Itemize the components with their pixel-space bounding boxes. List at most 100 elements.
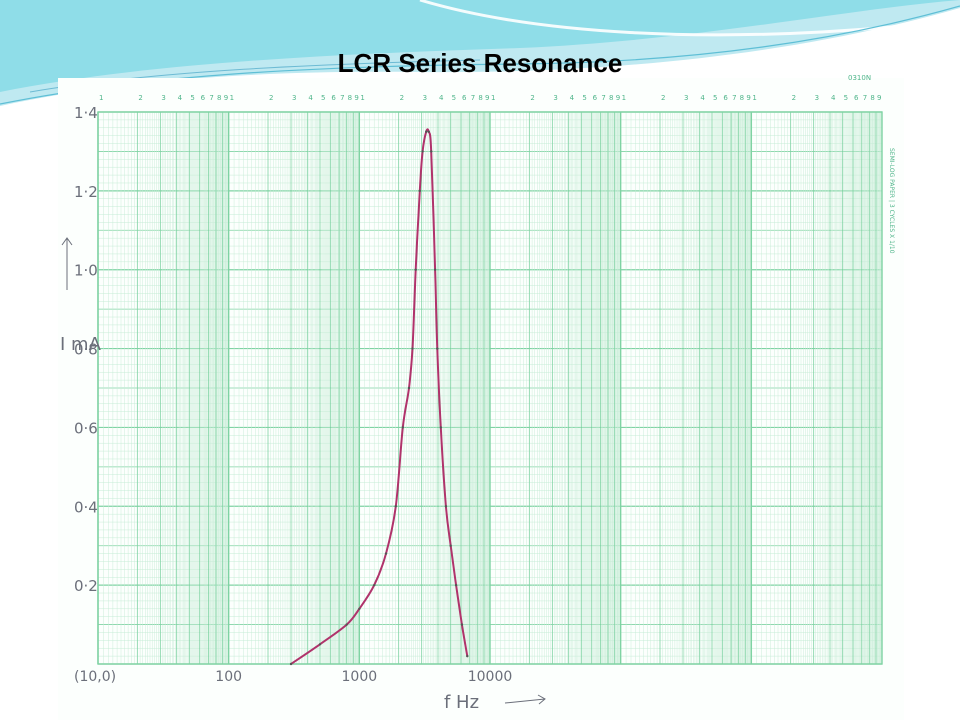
data-point	[433, 268, 437, 271]
cycle-label: 3	[423, 94, 427, 102]
y-tick-label: 0·6	[74, 419, 98, 437]
cycle-label: 4	[439, 94, 444, 102]
x-axis-arrow	[504, 698, 546, 704]
cycle-label: 2	[661, 94, 665, 102]
cycle-label: 9	[354, 94, 358, 102]
data-point	[444, 505, 448, 508]
cycle-label: 3	[292, 94, 296, 102]
data-point	[373, 583, 376, 587]
cycle-label: 1	[230, 94, 234, 102]
data-point	[358, 607, 361, 610]
cycle-label: 2	[400, 94, 404, 102]
data-point	[394, 505, 397, 508]
data-point	[466, 654, 469, 658]
data-point	[439, 426, 442, 429]
cycle-label: 7	[732, 94, 736, 102]
slide-title: LCR Series Resonance	[337, 48, 623, 78]
cycle-label: 2	[269, 94, 273, 102]
header-wave-front	[0, 0, 960, 92]
data-point	[401, 426, 404, 429]
data-point	[407, 386, 411, 390]
cycle-label: 8	[478, 94, 482, 102]
data-point	[345, 623, 348, 626]
cycle-label: 3	[815, 94, 819, 102]
cycle-label: 7	[340, 94, 344, 102]
cycle-label: 6	[331, 94, 336, 102]
cycle-label: 7	[471, 94, 475, 102]
graph-paper-grid	[97, 111, 883, 665]
x-tick-label: 100	[215, 669, 242, 685]
cycle-label: 6	[723, 94, 728, 102]
x-tick-label: 10000	[468, 669, 513, 685]
paper-corner-code: 0310N	[848, 74, 871, 82]
cycle-label: 1	[622, 94, 626, 102]
cycle-label: 5	[713, 94, 717, 102]
cycle-label: 4	[700, 94, 705, 102]
cycle-label: 1	[752, 94, 756, 102]
series-curve-group	[289, 128, 469, 666]
x-tick-label: 1000	[342, 669, 378, 685]
cycle-label: 9	[224, 94, 228, 102]
cycle-label: 3	[684, 94, 688, 102]
cycle-label: 1	[99, 94, 103, 102]
cycle-label: 8	[870, 94, 874, 102]
x-tick-labels: 100 1000 10000	[215, 669, 512, 685]
cycle-label: 5	[452, 94, 456, 102]
cycle-label: 5	[844, 94, 848, 102]
cycle-label: 6	[462, 94, 467, 102]
cycle-label: 9	[485, 94, 489, 102]
cycle-label: 8	[740, 94, 744, 102]
cycle-label: 1	[491, 94, 495, 102]
data-point	[414, 268, 417, 271]
data-point	[430, 150, 433, 153]
data-point	[418, 189, 421, 193]
cycle-label: 2	[530, 94, 534, 102]
data-point	[454, 583, 458, 587]
cycle-label: 8	[609, 94, 613, 102]
plot-frame	[97, 111, 883, 665]
y-tick-label: 0·4	[74, 498, 98, 516]
cycle-label: 3	[553, 94, 557, 102]
cycle-label: 4	[178, 94, 183, 102]
cycle-label: 7	[209, 94, 213, 102]
cycle-label: 8	[348, 94, 352, 102]
cycle-label: 4	[308, 94, 313, 102]
data-point	[421, 150, 424, 153]
data-point	[449, 544, 452, 547]
origin-label: (10,0)	[74, 669, 116, 685]
data-point	[384, 552, 388, 555]
cycle-label: 4	[570, 94, 575, 102]
cycle-label: 3	[161, 94, 165, 102]
y-tick-label: 1·0	[74, 262, 98, 280]
cycle-label: 4	[831, 94, 836, 102]
y-tick-label: 1·2	[74, 183, 98, 201]
cycle-label: 6	[593, 94, 598, 102]
cycle-label: 5	[190, 94, 194, 102]
cycle-label: 5	[582, 94, 586, 102]
cycle-label: 9	[746, 94, 750, 102]
cycle-label: 6	[854, 94, 859, 102]
data-point	[289, 662, 293, 666]
y-tick-label: 0·2	[74, 577, 98, 595]
data-point	[460, 623, 464, 626]
cycle-label: 2	[138, 94, 142, 102]
cycle-label: 2	[792, 94, 796, 102]
cycle-label: 6	[201, 94, 206, 102]
cycle-label: 1	[360, 94, 364, 102]
data-point	[318, 643, 322, 646]
data-point	[427, 130, 430, 133]
x-axis-label: f Hz	[444, 692, 479, 713]
cycle-label: 7	[601, 94, 605, 102]
paper-side-note: SEMI-LOG PAPER | 3 CYCLES X 1/10	[888, 148, 895, 254]
cycle-label: 9	[877, 94, 881, 102]
data-point	[436, 347, 439, 350]
data-point	[411, 347, 414, 350]
cycle-label: 5	[321, 94, 325, 102]
y-tick-label: 1·4	[74, 104, 98, 122]
cycle-label: 9	[616, 94, 620, 102]
cycle-label: 7	[863, 94, 867, 102]
cycle-label: 8	[217, 94, 221, 102]
y-tick-label: 0·8	[74, 341, 98, 359]
